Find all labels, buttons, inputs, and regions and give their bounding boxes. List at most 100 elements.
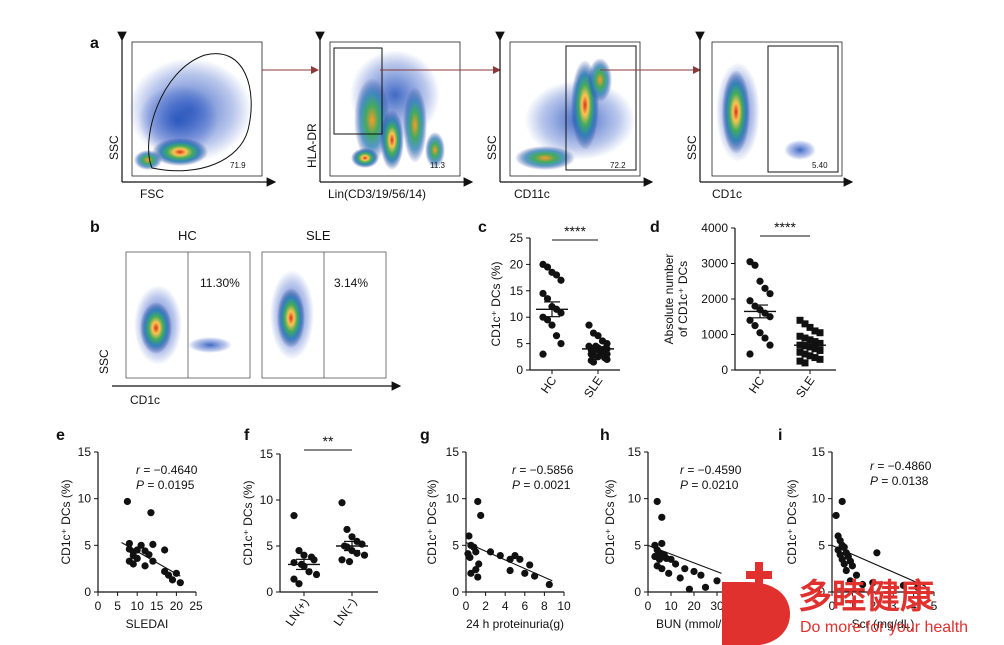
data-point xyxy=(846,577,854,585)
data-point xyxy=(467,569,475,577)
data-point xyxy=(343,525,351,534)
data-point xyxy=(345,558,354,566)
x-tick-label: LN(+) xyxy=(283,596,312,629)
panel-c-dot-plot: 0 5 10 15 20 25 HC SLE **** CD1c⁺ DCs (%) xyxy=(489,223,620,400)
y-tick-label: 10 xyxy=(446,492,460,506)
x-tick-label: 5 xyxy=(114,599,121,613)
x-tick-label: 5 xyxy=(931,599,938,613)
data-point xyxy=(816,355,824,363)
y-axis-label: HLA-DR xyxy=(305,123,319,168)
data-point xyxy=(557,309,565,317)
y-tick-label: 15 xyxy=(628,445,642,459)
data-point xyxy=(585,321,593,329)
data-point xyxy=(713,577,721,585)
significance-label: ** xyxy=(323,433,334,449)
panel-label-e: e xyxy=(56,427,65,444)
gate-value-hc: 11.30% xyxy=(200,276,240,290)
x-axis-label: 24 h proteinuria(g) xyxy=(466,617,564,631)
x-axis-label: BUN (mmol/L) xyxy=(656,617,732,631)
x-tick-label: SLE xyxy=(581,374,605,401)
y-tick-label: 5 xyxy=(84,538,91,552)
x-tick-label: 2 xyxy=(482,599,489,613)
x-tick-label: 25 xyxy=(189,599,203,613)
data-point xyxy=(766,313,774,321)
data-point xyxy=(594,353,602,361)
correlation-r: r = −0.4860 xyxy=(870,459,932,473)
gate-value: 5.40 xyxy=(812,161,828,170)
y-tick-label: 0 xyxy=(818,585,825,599)
data-point xyxy=(801,320,809,328)
data-point xyxy=(746,297,754,305)
data-point xyxy=(290,512,298,520)
data-point xyxy=(338,556,346,564)
data-point xyxy=(145,551,153,559)
data-point xyxy=(545,580,553,589)
panel-label-c: c xyxy=(478,219,487,236)
x-axis-label: Scr (mg/dL) xyxy=(852,617,915,631)
data-point xyxy=(343,543,351,551)
x-tick-label: 0 xyxy=(463,599,470,613)
y-tick-label: 10 xyxy=(78,492,92,506)
data-point xyxy=(176,579,184,587)
data-point xyxy=(658,539,666,548)
x-tick-label: 10 xyxy=(131,599,145,613)
data-point xyxy=(300,551,308,559)
significance-label: **** xyxy=(564,223,586,239)
data-point xyxy=(816,346,824,354)
data-point xyxy=(756,277,764,285)
data-point xyxy=(848,562,857,570)
y-tick-label: 5 xyxy=(516,337,523,351)
gate-value: 11.3 xyxy=(430,161,446,170)
y-axis-label: SSC xyxy=(685,135,699,160)
data-point xyxy=(806,323,814,331)
x-tick-label: 20 xyxy=(687,599,701,613)
watermark-brand: 多睦健康 xyxy=(798,577,934,616)
data-point xyxy=(474,573,482,581)
data-point xyxy=(594,332,602,340)
y-tick-label: 25 xyxy=(510,231,524,245)
y-tick-label: 20 xyxy=(510,257,524,271)
data-point xyxy=(295,547,303,555)
data-point xyxy=(816,339,824,347)
data-point xyxy=(348,533,356,541)
y-tick-label: 0 xyxy=(452,585,459,599)
gate-value: 71.9 xyxy=(230,161,246,170)
y-tick-label: 10 xyxy=(260,493,274,507)
data-point xyxy=(811,354,819,362)
data-point xyxy=(816,329,824,337)
panel-label-d: d xyxy=(650,219,660,236)
y-tick-label: 10 xyxy=(812,492,826,506)
data-point xyxy=(811,338,819,346)
data-point xyxy=(123,497,131,506)
data-point xyxy=(840,560,848,568)
data-point xyxy=(543,295,552,303)
data-point xyxy=(751,322,759,330)
correlation-r: r = −0.4640 xyxy=(136,463,198,477)
data-point xyxy=(796,316,804,324)
y-axis-label: CD1c⁺ DCs (%) xyxy=(785,479,799,564)
y-tick-label: 15 xyxy=(446,445,460,459)
x-tick-label: 3 xyxy=(890,599,897,613)
x-axis-label: CD1c xyxy=(712,187,742,201)
data-point xyxy=(685,585,694,593)
x-axis-label: CD11c xyxy=(514,187,550,201)
data-point xyxy=(811,345,819,353)
data-point xyxy=(557,276,565,284)
y-tick-label: 5 xyxy=(818,538,825,552)
data-point xyxy=(290,575,298,583)
x-tick-label: 6 xyxy=(521,599,528,613)
data-point xyxy=(465,532,473,540)
panel-label-i: i xyxy=(778,427,782,444)
flow-plot-cd1c-ssc: 5.40 CD1c SSC xyxy=(685,31,854,201)
data-point xyxy=(149,540,157,549)
data-point xyxy=(137,541,145,549)
flow-title-sle: SLE xyxy=(306,228,331,243)
data-point xyxy=(147,509,155,517)
y-tick-label: 15 xyxy=(812,445,826,459)
data-point xyxy=(543,316,552,324)
x-tick-label: 0 xyxy=(645,599,652,613)
data-point xyxy=(552,271,561,279)
data-point xyxy=(353,549,361,557)
